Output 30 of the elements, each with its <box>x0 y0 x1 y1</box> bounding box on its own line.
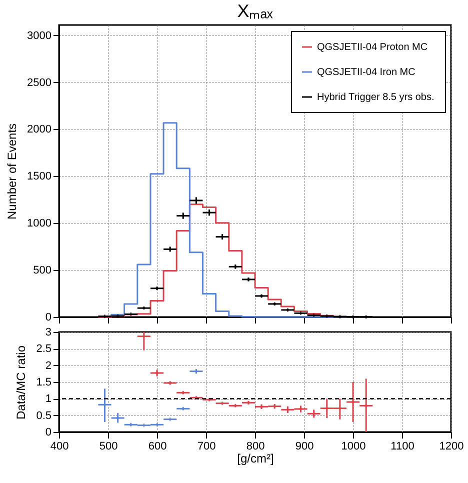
x-axis-title: [g/cm²] <box>237 452 274 466</box>
y-tick-label: 1000 <box>27 218 52 230</box>
x-tick-label: 500 <box>99 440 118 452</box>
y-tick-label: 1 <box>45 393 52 406</box>
x-tick-label: 700 <box>197 440 216 452</box>
y-tick-label: 0 <box>45 426 52 438</box>
y-axis-title: Number of Events <box>5 123 20 220</box>
legend-label: QGSJETII-04 Proton MC <box>317 42 428 53</box>
y-tick-label: 0 <box>45 312 52 324</box>
y-tick-label: 2500 <box>27 76 52 89</box>
x-tick-label: 600 <box>148 440 167 452</box>
x-tick-label: 1100 <box>390 440 414 452</box>
y-tick-label: 0.5 <box>36 410 52 422</box>
y-tick-label: 1.5 <box>36 376 52 388</box>
x-tick-label: 400 <box>50 440 69 452</box>
y-tick-label: 2.5 <box>36 343 52 356</box>
y-tick-label: 500 <box>33 264 52 277</box>
x-tick-label: 800 <box>246 440 265 452</box>
chart-title: Xₘₐₓ <box>237 1 273 21</box>
x-tick-label: 900 <box>295 440 314 452</box>
y-tick-label: 2000 <box>27 124 52 136</box>
y-axis-title: Data/MC ratio <box>14 345 28 420</box>
y-tick-label: 3000 <box>27 30 52 42</box>
legend-label: Hybrid Trigger 8.5 yrs obs. <box>317 92 434 103</box>
y-tick-label: 2 <box>45 360 52 372</box>
y-tick-label: 1500 <box>27 170 52 183</box>
x-tick-label: 1200 <box>439 440 464 452</box>
y-tick-label: 3 <box>45 326 52 338</box>
x-tick-label: 1000 <box>341 440 366 452</box>
legend-label: QGSJETII-04 Iron MC <box>317 67 416 78</box>
